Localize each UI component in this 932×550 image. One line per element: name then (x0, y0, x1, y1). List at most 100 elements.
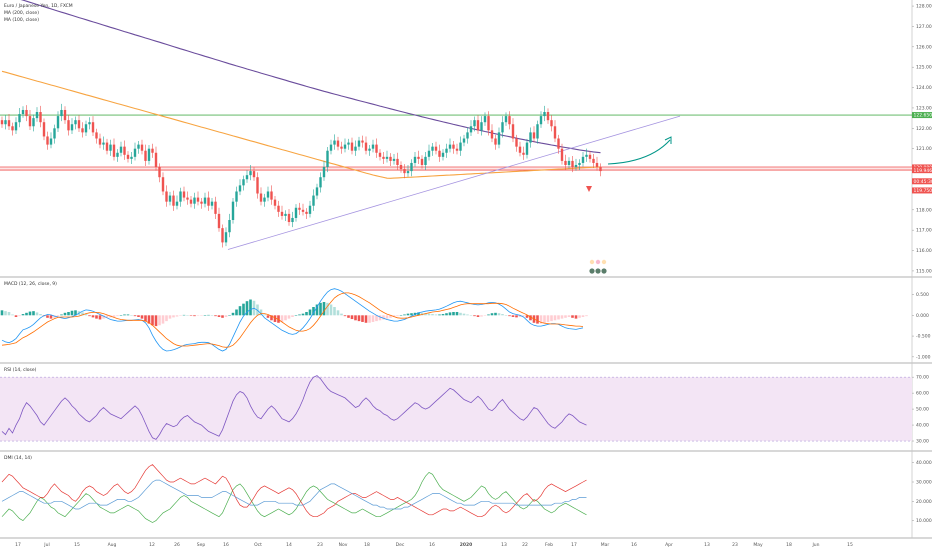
projection-arrow-head (664, 136, 672, 144)
macd-histogram-bar (221, 315, 224, 318)
macd-histogram-bar (130, 315, 133, 316)
macd-histogram-bar (168, 315, 172, 319)
price-axis-tick-label: 121.000 (916, 146, 932, 152)
time-axis[interactable]: 17 Jul 15 Aug 12 26 Sep 16 Oct 14 23 Nov 18 Dec 16 2020… (15, 542, 853, 548)
time-axis-label: 16 (631, 542, 637, 548)
price-axis-tick-label: 116.000 (916, 248, 932, 254)
candle-body (224, 232, 228, 243)
macd-histogram-bar (494, 312, 497, 316)
candle-body (312, 195, 315, 206)
candle-body (95, 132, 98, 139)
candle-body (567, 160, 571, 165)
adx-line (1, 479, 587, 510)
candle-body (515, 138, 518, 147)
candle-body (287, 213, 291, 223)
candle-body (189, 199, 193, 204)
candle-body (511, 124, 515, 139)
candle-body (578, 162, 581, 165)
macd-histogram-bar (287, 315, 291, 319)
candle-body (581, 156, 585, 163)
macd-histogram-bar (424, 313, 427, 316)
macd-histogram-bar (329, 304, 333, 316)
projection-arrow (607, 139, 671, 165)
macd-histogram-bar (476, 315, 480, 317)
macd-histogram-bar (536, 315, 539, 324)
macd-histogram-bar (203, 315, 207, 316)
macd-histogram-bar (210, 315, 214, 316)
candle-body (217, 213, 221, 229)
macd-histogram-bar (298, 314, 301, 316)
macd-histogram-bar (126, 314, 130, 316)
macd-histogram-bar (469, 315, 473, 316)
macd-histogram-bar (105, 315, 109, 318)
time-axis-label: 26 (174, 542, 180, 548)
candle-body (448, 144, 452, 149)
candle-body (361, 140, 364, 143)
candle-body (536, 124, 539, 139)
macd-histogram-bar (427, 313, 431, 316)
candle-body (459, 142, 462, 151)
candle-body (336, 140, 340, 147)
candle-body (280, 211, 284, 216)
candle-body (483, 116, 487, 123)
macd-histogram-bar (172, 315, 175, 318)
candle-body (553, 126, 557, 139)
candle-body (172, 195, 175, 206)
macd-histogram-bar (385, 315, 389, 319)
macd-histogram-bar (434, 314, 438, 316)
candle-body (256, 177, 259, 194)
price-pane[interactable]: 128.000 127.000 126.000 125.000 124.000 123.0… (0, 0, 932, 274)
macd-histogram-bar (441, 314, 445, 316)
price-axis-tick-label: 118.000 (916, 207, 932, 213)
ma200-line (20, 0, 601, 154)
price-tag (912, 167, 932, 174)
time-axis-label: 14 (286, 542, 292, 548)
candle-body (130, 156, 133, 159)
candle-body (161, 177, 165, 192)
macd-histogram-bar (518, 315, 522, 317)
candle-body (382, 156, 385, 159)
candle-body (200, 201, 203, 204)
rsi-pane[interactable]: 70.00 60.00 50.00 40.00 30.00 (0, 375, 929, 445)
candle-body (242, 179, 245, 186)
candle-body (298, 207, 301, 210)
candle-body (154, 152, 158, 168)
candle-body (490, 130, 494, 139)
macd-histogram-bar (266, 315, 270, 318)
macd-histogram-bar (459, 312, 462, 316)
candle-body (599, 167, 602, 172)
macd-pane[interactable]: 0.500 0.000 -0.500 -1.000 (0, 288, 931, 361)
candle-body (357, 140, 361, 147)
macd-histogram-bar (378, 315, 382, 321)
candle-body (151, 148, 154, 153)
candle-body (193, 197, 196, 204)
macd-histogram-bar (515, 315, 518, 318)
candle-body (168, 195, 172, 202)
macd-histogram-bar (189, 315, 193, 316)
macd-histogram-bar (578, 315, 581, 318)
price-axis-tick-label: 124.000 (916, 85, 932, 91)
candle-body (571, 160, 574, 168)
candle-body (175, 201, 179, 206)
candle-body (308, 205, 312, 214)
candle-body (595, 162, 599, 168)
candle-body (259, 193, 263, 202)
macd-histogram-bar (35, 312, 39, 316)
event-flag-icon (601, 259, 607, 265)
dmi-pane[interactable]: 40.000 30.000 20.000 10.000 (1, 460, 932, 524)
candle-body (49, 138, 53, 145)
time-axis-label: 18 (364, 542, 370, 548)
price-axis-tick-label: 127.000 (916, 24, 932, 30)
macd-histogram-bar (340, 313, 343, 316)
macd-histogram-bar (581, 315, 585, 317)
macd-histogram-bar (200, 315, 203, 316)
macd-histogram-bar (445, 313, 448, 316)
candle-body (56, 116, 60, 129)
candle-body (231, 201, 235, 220)
candle-body (273, 199, 277, 206)
candle-body (77, 120, 81, 129)
time-axis-label: Nov (339, 542, 348, 548)
candle-body (532, 132, 536, 139)
candle-body (333, 140, 336, 145)
legend-main-title: Euro / Japanese Yen, 1D, FXCM (4, 3, 73, 9)
